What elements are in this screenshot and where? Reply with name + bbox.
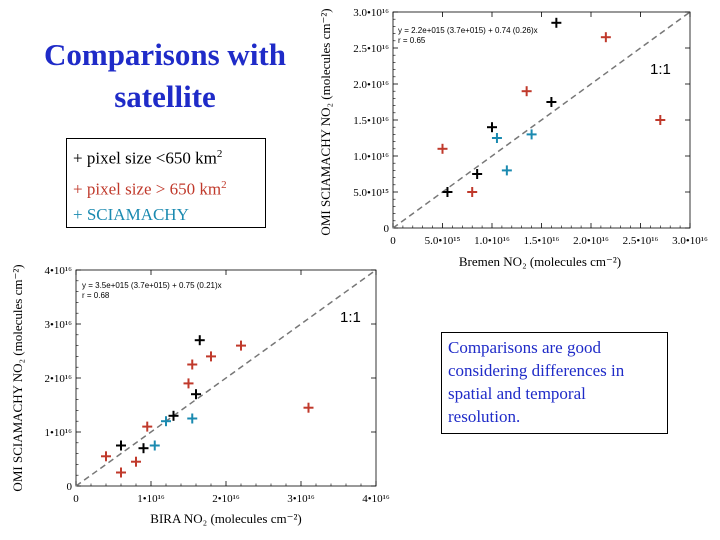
data-point-red bbox=[655, 115, 666, 125]
data-point-red bbox=[236, 340, 246, 351]
y-tick-label: 1.5•10¹⁶ bbox=[353, 115, 389, 127]
legend-text: pixel size <650 km bbox=[86, 148, 217, 168]
y-tick-label: 3.0•10¹⁶ bbox=[353, 7, 389, 19]
data-point-red bbox=[187, 359, 198, 370]
slide-title: Comparisons with satellite bbox=[43, 37, 286, 114]
y-tick-label: 5.0•10¹⁵ bbox=[353, 187, 389, 199]
legend-box: + pixel size <650 km2 + pixel size > 650… bbox=[66, 138, 266, 228]
legend-item-small-pixel: + pixel size <650 km2 bbox=[73, 141, 265, 172]
x-tick-label: 5.0•10¹⁵ bbox=[425, 235, 461, 247]
data-point-cyan bbox=[501, 165, 512, 176]
data-point-red bbox=[101, 451, 111, 462]
y-tick-label: 0 bbox=[384, 223, 390, 235]
legend-marker: + bbox=[73, 205, 83, 225]
one-to-one-label: 1:1 bbox=[340, 309, 361, 326]
data-point-black bbox=[551, 17, 562, 28]
data-point-black bbox=[194, 335, 205, 346]
y-tick-label: 2.0•10¹⁶ bbox=[353, 79, 389, 91]
legend-sup: 2 bbox=[221, 178, 227, 191]
legend-item-large-pixel: + pixel size > 650 km2 bbox=[73, 172, 265, 203]
fit-equation: y = 2.2e+015 (3.7e+015) + 0.74 (0.26)x bbox=[398, 26, 538, 35]
data-point-black bbox=[442, 187, 453, 197]
data-point-black bbox=[168, 410, 179, 421]
y-axis-label: OMI SCIAMACHY NO₂ (molecules cm⁻²) bbox=[10, 264, 25, 491]
data-point-black bbox=[487, 122, 497, 133]
y-axis-label: OMI SCIAMACHY NO₂ (molecules cm⁻²) bbox=[318, 8, 333, 235]
x-tick-label: 4•10¹⁶ bbox=[362, 493, 390, 505]
x-tick-label: 1.0•10¹⁶ bbox=[474, 235, 510, 247]
data-point-red bbox=[116, 467, 126, 478]
data-point-red bbox=[467, 187, 478, 197]
data-point-red bbox=[600, 32, 611, 43]
one-to-one-line bbox=[75, 269, 377, 487]
fit-equation: y = 3.5e+015 (3.7e+015) + 0.75 (0.21)x bbox=[82, 281, 222, 290]
data-point-cyan bbox=[161, 416, 171, 427]
y-tick-label: 2.5•10¹⁶ bbox=[353, 43, 389, 55]
data-point-black bbox=[116, 440, 126, 451]
data-point-red bbox=[142, 421, 153, 432]
data-point-cyan bbox=[491, 133, 502, 143]
x-axis-label: Bremen NO₂ (molecules cm⁻²) bbox=[459, 254, 621, 269]
legend-marker: + bbox=[73, 179, 83, 199]
y-tick-label: 0 bbox=[67, 481, 73, 493]
x-tick-label: 1•10¹⁶ bbox=[137, 493, 165, 505]
data-point-red bbox=[131, 456, 141, 467]
x-tick-label: 3•10¹⁶ bbox=[287, 493, 315, 505]
data-point-black bbox=[472, 169, 483, 179]
y-tick-label: 4•10¹⁶ bbox=[45, 265, 73, 277]
legend-marker: + bbox=[73, 148, 83, 168]
data-point-red bbox=[437, 143, 448, 154]
one-to-one-label: 1:1 bbox=[650, 61, 671, 78]
data-point-black bbox=[191, 389, 201, 400]
legend-sup: 2 bbox=[216, 148, 223, 160]
legend-item-sciamachy: + SCIAMACHY bbox=[73, 202, 265, 228]
data-point-red bbox=[183, 378, 194, 389]
fit-equation: r = 0.68 bbox=[82, 291, 110, 300]
x-tick-label: 1.5•10¹⁶ bbox=[524, 235, 560, 247]
data-point-cyan bbox=[187, 413, 198, 424]
x-tick-label: 2.5•10¹⁶ bbox=[623, 235, 659, 247]
data-point-black bbox=[546, 97, 557, 107]
y-tick-label: 1•10¹⁶ bbox=[45, 427, 73, 439]
legend-text: SCIAMACHY bbox=[86, 205, 189, 225]
data-point-black bbox=[138, 443, 149, 454]
fit-equation: r = 0.65 bbox=[398, 36, 426, 45]
x-tick-label: 0 bbox=[73, 493, 79, 505]
conclusion-note: Comparisons are good considering differe… bbox=[441, 332, 668, 434]
legend-text: pixel size > 650 km bbox=[86, 179, 222, 199]
one-to-one-line bbox=[392, 11, 691, 229]
y-tick-label: 1.0•10¹⁶ bbox=[353, 151, 389, 163]
y-tick-label: 2•10¹⁶ bbox=[45, 373, 73, 385]
x-tick-label: 2•10¹⁶ bbox=[212, 493, 240, 505]
x-tick-label: 0 bbox=[390, 235, 396, 247]
x-axis-label: BIRA NO₂ (molecules cm⁻²) bbox=[150, 511, 301, 526]
x-tick-label: 2.0•10¹⁶ bbox=[573, 235, 609, 247]
data-point-red bbox=[206, 351, 216, 362]
data-point-red bbox=[303, 402, 314, 413]
data-point-cyan bbox=[526, 129, 537, 140]
x-tick-label: 3.0•10¹⁶ bbox=[672, 235, 708, 247]
data-point-cyan bbox=[149, 440, 160, 451]
y-tick-label: 3•10¹⁶ bbox=[45, 319, 73, 331]
data-point-red bbox=[521, 86, 532, 97]
